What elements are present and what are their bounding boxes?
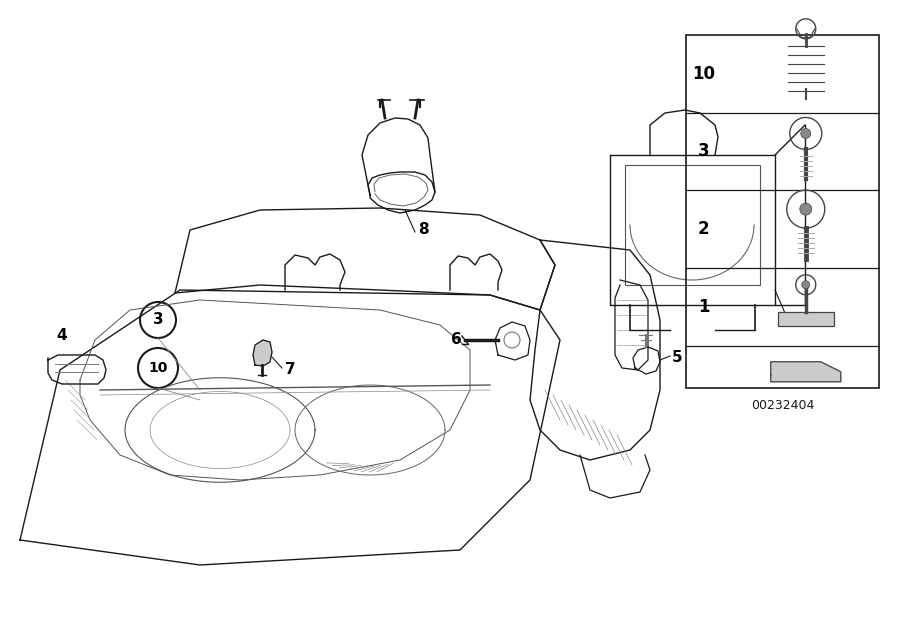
Polygon shape — [770, 362, 841, 382]
Bar — [625, 165, 760, 285]
Text: 3: 3 — [153, 312, 163, 328]
Bar — [686, 35, 879, 388]
Circle shape — [802, 280, 810, 289]
Text: 9: 9 — [790, 312, 801, 328]
Text: 10: 10 — [692, 65, 716, 83]
Text: 10: 10 — [148, 361, 167, 375]
Text: 1: 1 — [698, 298, 709, 316]
Text: 3: 3 — [698, 142, 709, 160]
Text: 6: 6 — [451, 333, 462, 347]
Text: 00232404: 00232404 — [751, 399, 815, 413]
Text: 4: 4 — [57, 329, 68, 343]
Text: 7: 7 — [285, 363, 295, 378]
Text: 2: 2 — [698, 220, 709, 238]
Circle shape — [800, 203, 812, 215]
Text: 5: 5 — [672, 350, 682, 366]
Circle shape — [801, 128, 811, 139]
Polygon shape — [253, 340, 272, 366]
Bar — [778, 312, 833, 326]
Text: 8: 8 — [418, 223, 428, 237]
